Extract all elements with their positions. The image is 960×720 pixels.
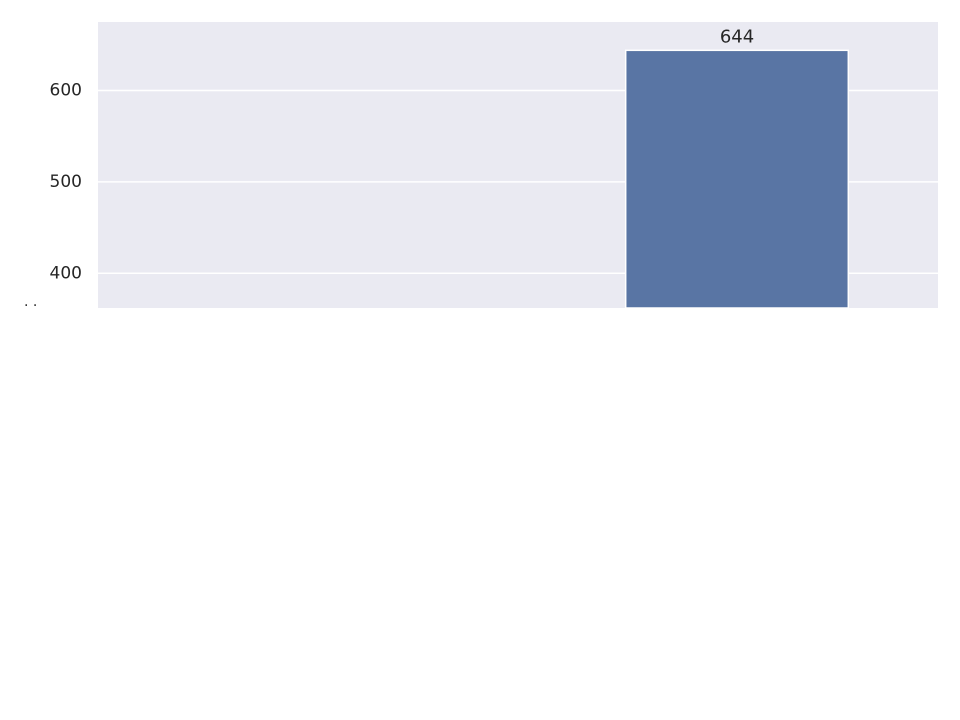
y-tick-label: 500 bbox=[50, 172, 82, 192]
y-tick-label: 600 bbox=[50, 81, 82, 101]
bars bbox=[624, 49, 850, 309]
data-labels: 644 bbox=[720, 26, 754, 47]
stray-axis-mark: · · bbox=[24, 298, 37, 314]
y-axis-ticks: 400 500 600 bbox=[50, 81, 82, 284]
bar-value-label: 644 bbox=[720, 26, 754, 47]
y-tick-label: 400 bbox=[50, 263, 82, 283]
bar bbox=[624, 49, 850, 309]
